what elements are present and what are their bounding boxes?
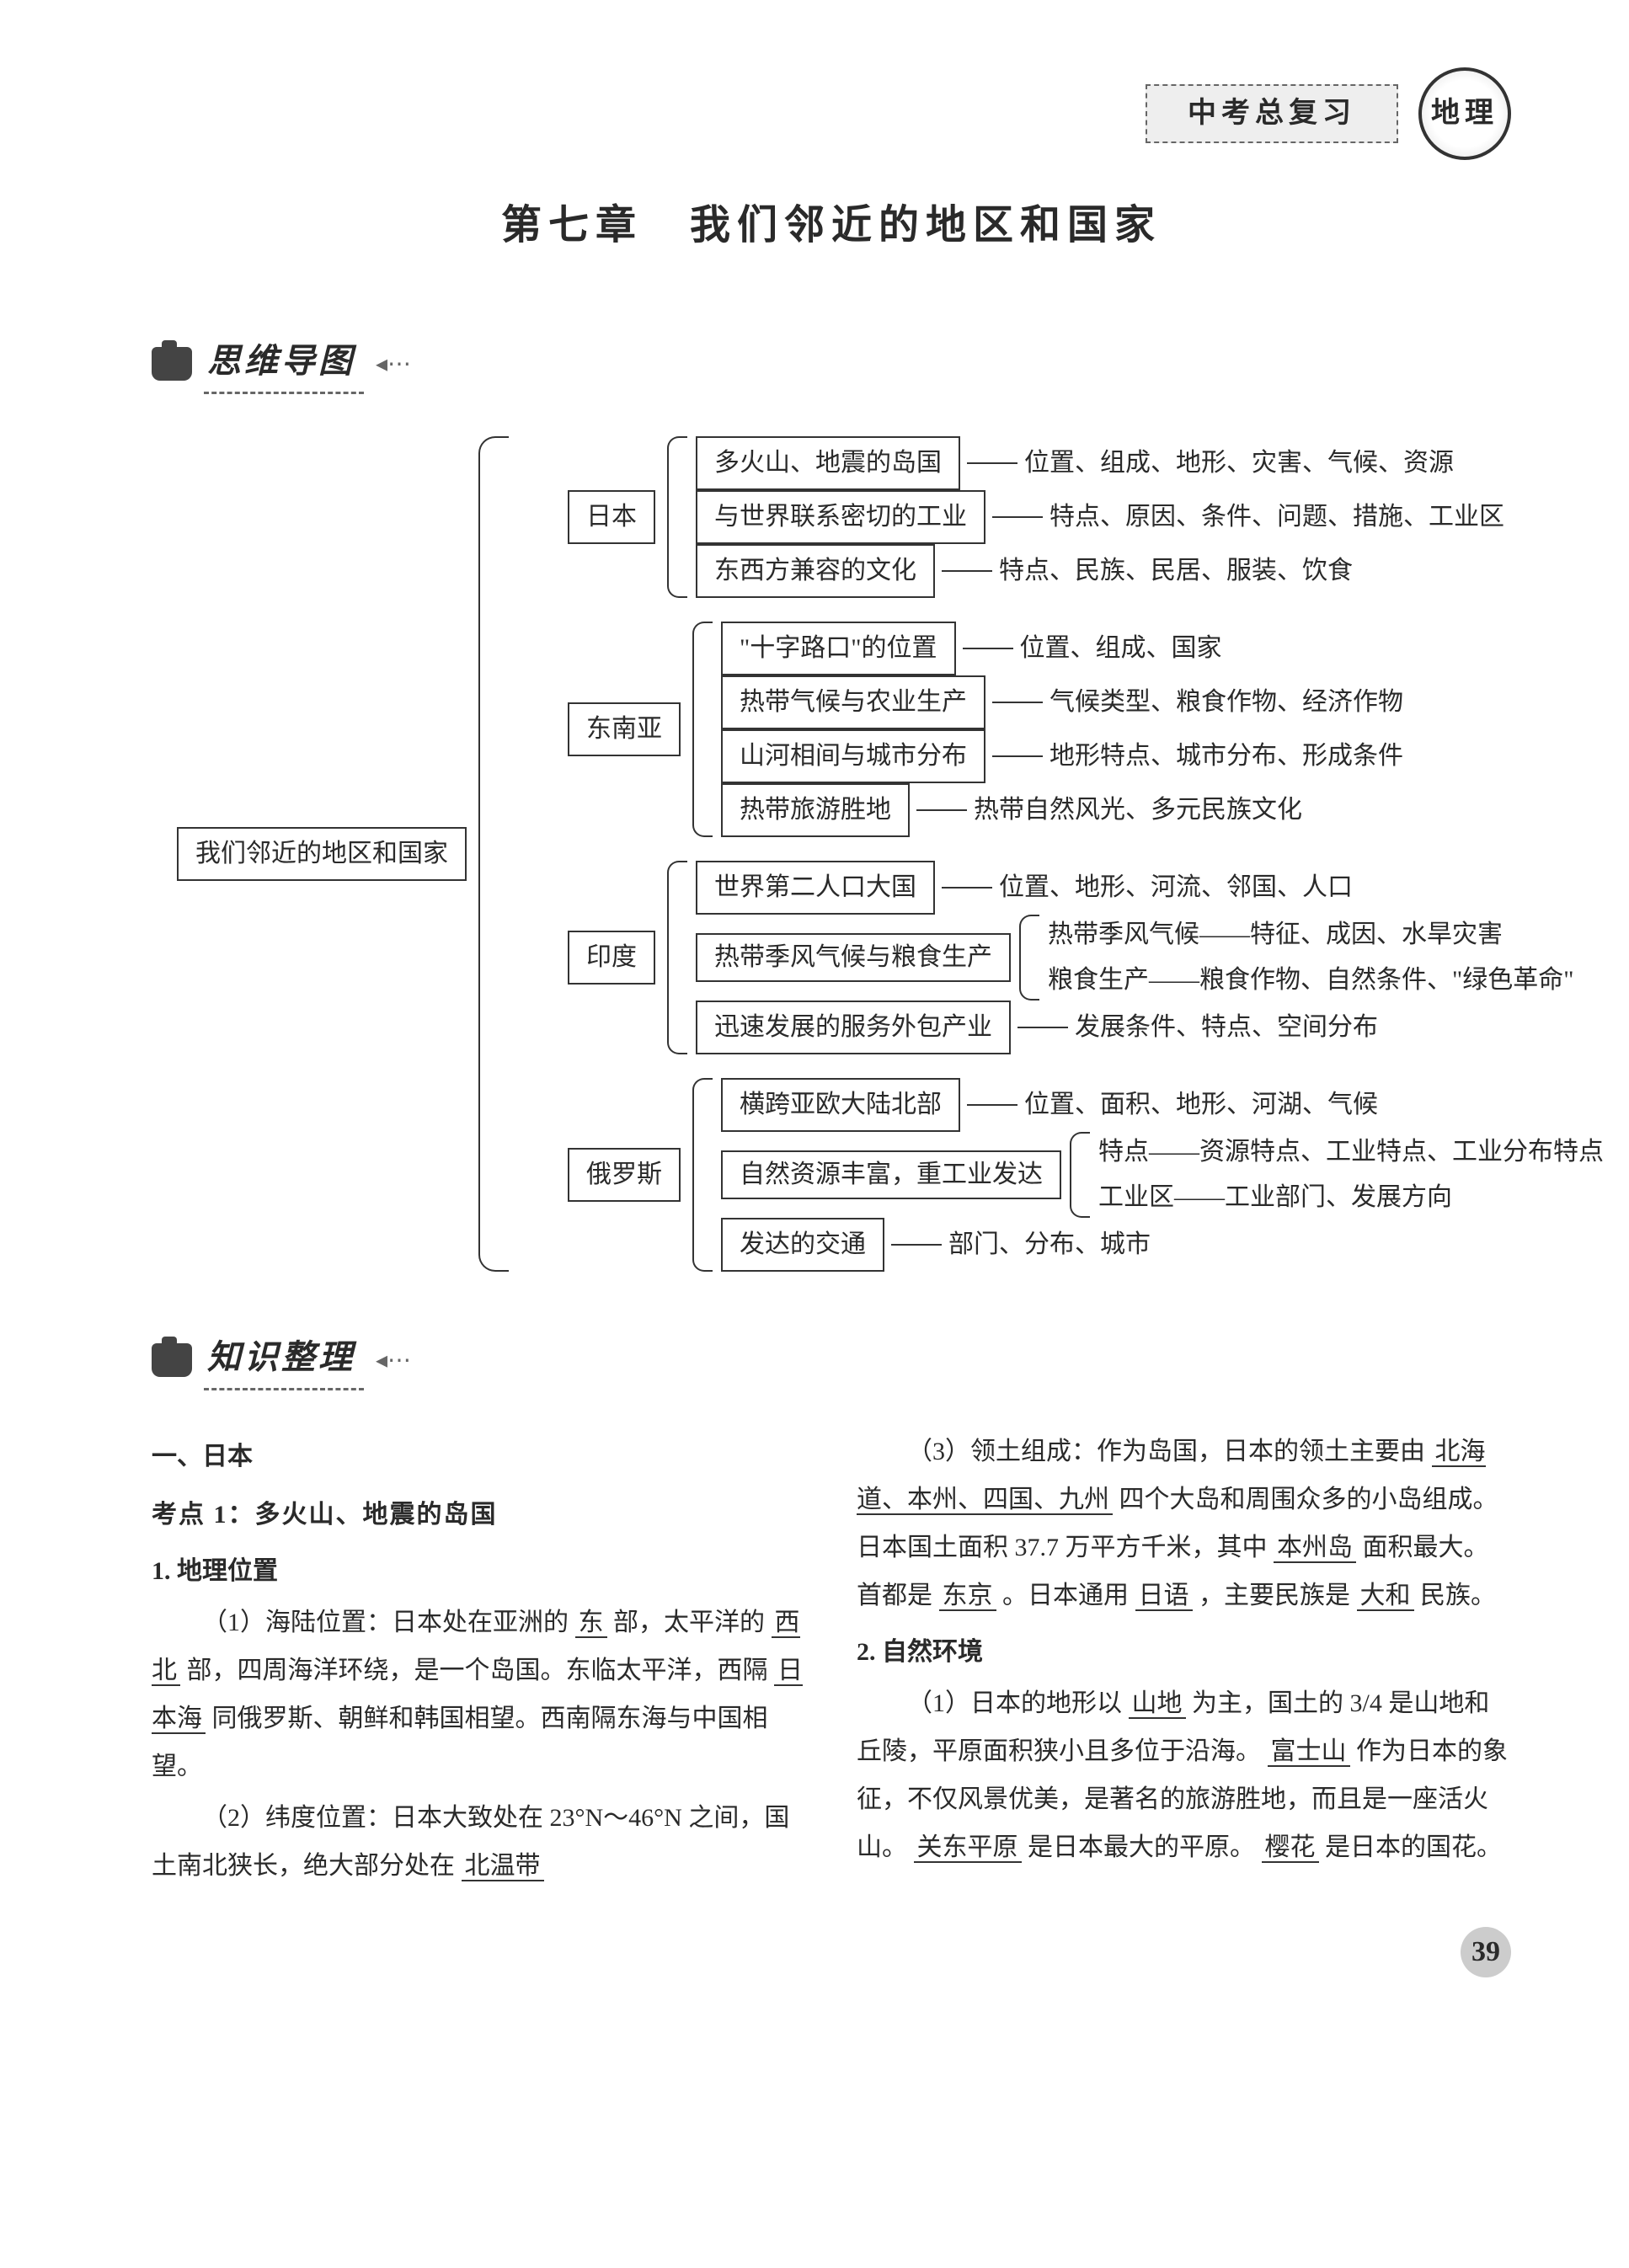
blank-terrain: 山地 [1129, 1689, 1186, 1719]
mindmap-branches: 日本 多火山、地震的岛国 位置、组成、地形、灾害、气候、资源 与世界联系密切的工… [517, 436, 1604, 1272]
branch-label: 印度 [568, 931, 655, 985]
leaf-box: 热带季风气候与粮食生产 [696, 933, 1011, 982]
branch-sea: 东南亚 "十字路口"的位置 位置、组成、国家 热带气候与农业生产 [568, 622, 1604, 837]
text: ，主要民族是 [1199, 1582, 1350, 1609]
leaf: 热带旅游胜地 热带自然风光、多元民族文化 [721, 783, 1403, 837]
leaf-desc: 特点、民族、民居、服装、饮食 [999, 551, 1353, 591]
leaf-box: 横跨亚欧大陆北部 [721, 1078, 960, 1132]
leaf: 热带气候与农业生产 气候类型、粮食作物、经济作物 [721, 675, 1403, 729]
camera-icon [152, 347, 192, 381]
leaf-desc: 位置、组成、地形、灾害、气候、资源 [1024, 443, 1454, 483]
paragraph: （1）日本的地形以 山地 为主，国土的 3/4 是山地和丘陵，平原面积狭小且多位… [857, 1679, 1511, 1871]
paragraph: （1）海陆位置：日本处在亚洲的 东 部，太平洋的 西北 部，四周海洋环绕，是一个… [152, 1598, 806, 1790]
arrow-icon: ◂⋯ [376, 345, 411, 383]
blank-east: 东 [575, 1609, 607, 1638]
text: 部，四周海洋环绕，是一个岛国。东临太平洋，西隔 [187, 1657, 768, 1684]
leaf-box: 发达的交通 [721, 1218, 884, 1272]
paragraph: （3）领土组成：作为岛国，日本的领土主要由 北海道、本州、四国、九州 四个大岛和… [857, 1428, 1511, 1620]
mindmap-root: 我们邻近的地区和国家 [177, 827, 467, 881]
text: 是日本最大的平原。 [1028, 1833, 1255, 1861]
blank-lang: 日语 [1135, 1582, 1193, 1611]
branch-russia: 俄罗斯 横跨亚欧大陆北部 位置、面积、地形、河湖、气候 自然资源丰富，重工业发达 [568, 1078, 1604, 1272]
branch-label: 俄罗斯 [568, 1148, 681, 1202]
leaf: 山河相间与城市分布 地形特点、城市分布、形成条件 [721, 729, 1403, 783]
chapter-title: 第七章 我们邻近的地区和国家 [152, 194, 1511, 259]
text: （3）领土组成：作为岛国，日本的领土主要由 [907, 1438, 1425, 1465]
leaf-desc: 发展条件、特点、空间分布 [1075, 1007, 1378, 1048]
branch-japan: 日本 多火山、地震的岛国 位置、组成、地形、灾害、气候、资源 与世界联系密切的工… [568, 436, 1604, 598]
branch-label: 日本 [568, 490, 655, 544]
leaf: 迅速发展的服务外包产业 发展条件、特点、空间分布 [696, 1001, 1574, 1054]
text: 同俄罗斯、朝鲜和韩国相望。西南隔东海与中国相望。 [152, 1705, 768, 1780]
mindmap-section-heading: 思维导图 ◂⋯ [152, 334, 411, 394]
leaf-box: "十字路口"的位置 [721, 622, 956, 675]
knowledge-section-heading: 知识整理 ◂⋯ [152, 1331, 411, 1390]
leaf-box: 与世界联系密切的工业 [696, 490, 985, 544]
header-series-pill: 中考总复习 [1146, 84, 1398, 143]
branch-label: 东南亚 [568, 702, 681, 756]
branch-india: 印度 世界第二人口大国 位置、地形、河流、邻国、人口 热带季风气候与粮食生产 [568, 861, 1604, 1054]
leaf-box: 热带旅游胜地 [721, 783, 910, 837]
leaf-desc: 部门、分布、城市 [948, 1225, 1151, 1265]
leaf: 与世界联系密切的工业 特点、原因、条件、问题、措施、工业区 [696, 490, 1504, 544]
leaf-desc: 位置、面积、地形、河湖、气候 [1024, 1085, 1378, 1125]
page-number-value: 39 [1461, 1927, 1511, 1977]
leaf-desc: 位置、组成、国家 [1020, 628, 1222, 669]
leaf: 自然资源丰富，重工业发达 特点——资源特点、工业特点、工业分布特点 工业区——工… [721, 1132, 1604, 1218]
blank-kanto: 关东平原 [914, 1833, 1022, 1863]
leaf-box: 迅速发展的服务外包产业 [696, 1001, 1011, 1054]
left-column: 一、日本 考点 1：多火山、地震的岛国 1. 地理位置 （1）海陆位置：日本处在… [152, 1424, 806, 1893]
leaf-desc: 特点、原因、条件、问题、措施、工业区 [1050, 497, 1504, 537]
leaf-box: 世界第二人口大国 [696, 861, 935, 915]
leaf-desc: 气候类型、粮食作物、经济作物 [1050, 682, 1403, 723]
leaf: 多火山、地震的岛国 位置、组成、地形、灾害、气候、资源 [696, 436, 1504, 490]
mindmap-label: 思维导图 [204, 334, 364, 394]
leaf: 热带季风气候与粮食生产 热带季风气候——特征、成因、水旱灾害 粮食生产——粮食作… [696, 915, 1574, 1001]
subhead-2: 2. 自然环境 [857, 1628, 1511, 1676]
leaf-desc: 工业区——工业部门、发展方向 [1098, 1177, 1604, 1218]
paragraph: （2）纬度位置：日本大致处在 23°N～46°N 之间，国土南北狭长，绝大部分处… [152, 1794, 806, 1890]
blank-yamato: 大和 [1357, 1582, 1414, 1611]
blank-tokyo: 东京 [939, 1582, 996, 1611]
leaf-box: 多火山、地震的岛国 [696, 436, 960, 490]
subhead-1: 1. 地理位置 [152, 1547, 806, 1595]
blank-honshu: 本州岛 [1274, 1534, 1356, 1563]
keypoint-1: 考点 1：多火山、地震的岛国 [152, 1491, 806, 1539]
leaf-desc: 热带季风气候——特征、成因、水旱灾害 [1048, 915, 1574, 955]
text: 部，太平洋的 [613, 1609, 765, 1636]
blank-zone: 北温带 [462, 1852, 544, 1881]
arrow-icon: ◂⋯ [376, 1342, 411, 1379]
leaf-desc: 地形特点、城市分布、形成条件 [1050, 736, 1403, 776]
leaf-desc: 粮食生产——粮食作物、自然条件、"绿色革命" [1048, 960, 1574, 1001]
text: （1）日本的地形以 [907, 1689, 1122, 1717]
leaf: 发达的交通 部门、分布、城市 [721, 1218, 1604, 1272]
blank-sakura: 樱花 [1262, 1833, 1319, 1863]
text: 是日本的国花。 [1325, 1833, 1502, 1861]
leaf-box: 山河相间与城市分布 [721, 729, 985, 783]
text: 民族。 [1420, 1582, 1496, 1609]
camera-icon [152, 1343, 192, 1377]
text: （1）海陆位置：日本处在亚洲的 [202, 1609, 569, 1636]
page-header: 中考总复习 地理 [152, 67, 1511, 160]
leaf-desc: 位置、地形、河流、邻国、人口 [999, 867, 1353, 908]
leaf-desc: 热带自然风光、多元民族文化 [974, 790, 1302, 830]
topic-japan: 一、日本 [152, 1433, 806, 1481]
page-number: 39 [152, 1927, 1511, 1977]
leaf-box: 东西方兼容的文化 [696, 544, 935, 598]
leaf: 世界第二人口大国 位置、地形、河流、邻国、人口 [696, 861, 1574, 915]
header-subject-badge: 地理 [1418, 67, 1511, 160]
mindmap: 我们邻近的地区和国家 日本 多火山、地震的岛国 位置、组成、地形、灾害、气候、资… [152, 419, 1511, 1289]
leaf-box: 热带气候与农业生产 [721, 675, 985, 729]
leaf: "十字路口"的位置 位置、组成、国家 [721, 622, 1403, 675]
blank-fuji: 富士山 [1268, 1737, 1350, 1767]
knowledge-label: 知识整理 [204, 1331, 364, 1390]
leaf: 横跨亚欧大陆北部 位置、面积、地形、河湖、气候 [721, 1078, 1604, 1132]
leaf: 东西方兼容的文化 特点、民族、民居、服装、饮食 [696, 544, 1504, 598]
leaf-desc: 特点——资源特点、工业特点、工业分布特点 [1098, 1132, 1604, 1172]
leaf-box: 自然资源丰富，重工业发达 [721, 1150, 1061, 1199]
text: 。日本通用 [1002, 1582, 1129, 1609]
knowledge-columns: 一、日本 考点 1：多火山、地震的岛国 1. 地理位置 （1）海陆位置：日本处在… [152, 1424, 1511, 1893]
right-column: （3）领土组成：作为岛国，日本的领土主要由 北海道、本州、四国、九州 四个大岛和… [857, 1424, 1511, 1893]
